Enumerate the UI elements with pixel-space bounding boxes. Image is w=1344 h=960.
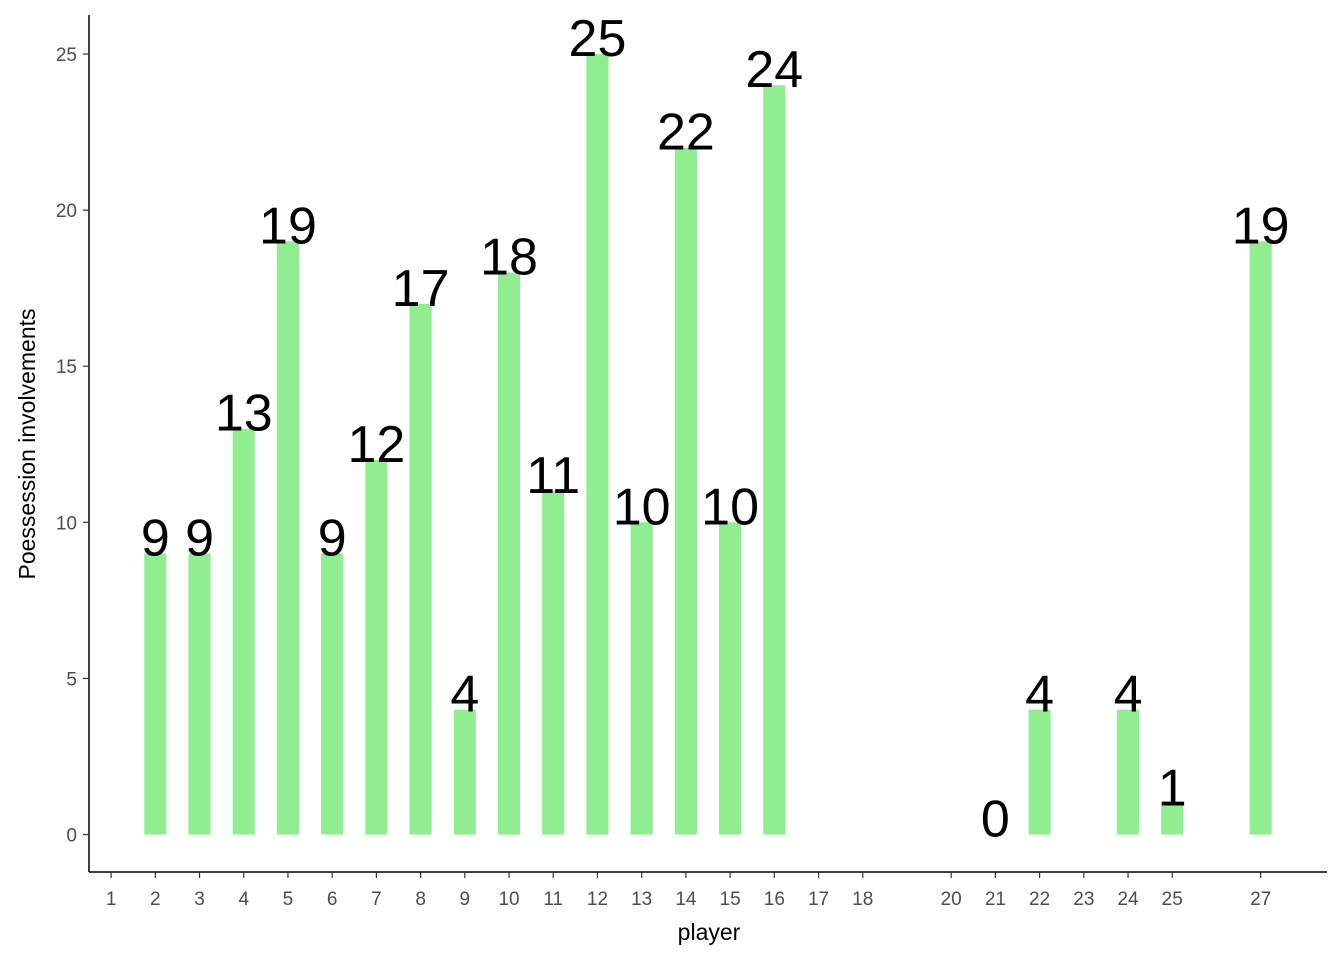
value-label: 12 (347, 416, 405, 474)
value-label: 1 (1158, 759, 1187, 817)
bar (763, 85, 786, 835)
bar (188, 553, 211, 835)
x-tick-label: 12 (587, 889, 608, 910)
value-label: 4 (1025, 666, 1054, 724)
bar (409, 303, 432, 835)
x-tick-label: 21 (985, 889, 1006, 910)
y-tick-label: 15 (56, 357, 77, 378)
bar (321, 553, 344, 835)
bar (674, 147, 697, 835)
x-tick-label: 8 (415, 889, 426, 910)
value-label: 24 (745, 41, 803, 99)
bar (586, 54, 609, 835)
x-tick-label: 6 (327, 889, 338, 910)
x-tick-label: 22 (1029, 889, 1050, 910)
x-tick-label: 1 (106, 889, 117, 910)
y-tick-label: 10 (56, 513, 77, 534)
value-label: 4 (450, 666, 479, 724)
x-axis-title: player (678, 919, 741, 945)
x-tick-label: 4 (238, 889, 249, 910)
x-tick-label: 2 (150, 889, 161, 910)
x-tick-label: 5 (283, 889, 294, 910)
value-label: 13 (215, 385, 273, 443)
value-label: 18 (480, 229, 538, 287)
x-tick-label: 3 (194, 889, 205, 910)
bar (1028, 709, 1051, 835)
x-tick-label: 24 (1117, 889, 1139, 910)
x-tick-label: 7 (371, 889, 382, 910)
x-tick-label: 20 (941, 889, 962, 910)
value-label: 22 (657, 104, 715, 162)
y-axis-title: Poessession involvements (14, 308, 40, 579)
x-tick-label: 15 (720, 889, 741, 910)
value-label: 9 (185, 510, 214, 568)
x-tick-label: 25 (1162, 889, 1183, 910)
bar (542, 491, 565, 835)
value-label: 0 (981, 791, 1010, 849)
value-label: 10 (701, 478, 759, 536)
bar (144, 553, 167, 835)
bar (276, 241, 300, 835)
x-tick-label: 14 (675, 889, 697, 910)
x-tick-label: 18 (852, 889, 873, 910)
x-tick-label: 17 (808, 889, 829, 910)
bar (453, 709, 476, 835)
x-tick-label: 23 (1073, 889, 1094, 910)
x-tick-label: 10 (498, 889, 519, 910)
value-label: 25 (569, 10, 627, 68)
bar (719, 522, 742, 835)
x-tick-label: 13 (631, 889, 652, 910)
value-label: 4 (1114, 666, 1143, 724)
y-tick-label: 5 (66, 669, 77, 690)
bar (497, 272, 521, 835)
bar (365, 459, 388, 835)
value-label: 19 (259, 197, 317, 255)
value-label: 17 (392, 260, 450, 318)
x-tick-label: 9 (460, 889, 471, 910)
value-label: 9 (318, 510, 347, 568)
y-tick-label: 25 (56, 45, 77, 66)
y-tick-label: 20 (56, 201, 77, 222)
bar (1249, 241, 1272, 835)
value-label: 10 (613, 478, 671, 536)
bar (232, 428, 255, 835)
value-label: 9 (141, 510, 170, 568)
bar (630, 522, 653, 835)
x-tick-label: 11 (543, 889, 563, 910)
y-tick-label: 0 (66, 826, 77, 847)
bar (1161, 803, 1184, 835)
value-label: 19 (1232, 197, 1290, 255)
x-tick-label: 27 (1250, 889, 1271, 910)
value-label: 11 (526, 447, 580, 505)
x-tick-label: 16 (764, 889, 785, 910)
bar (1116, 709, 1140, 835)
